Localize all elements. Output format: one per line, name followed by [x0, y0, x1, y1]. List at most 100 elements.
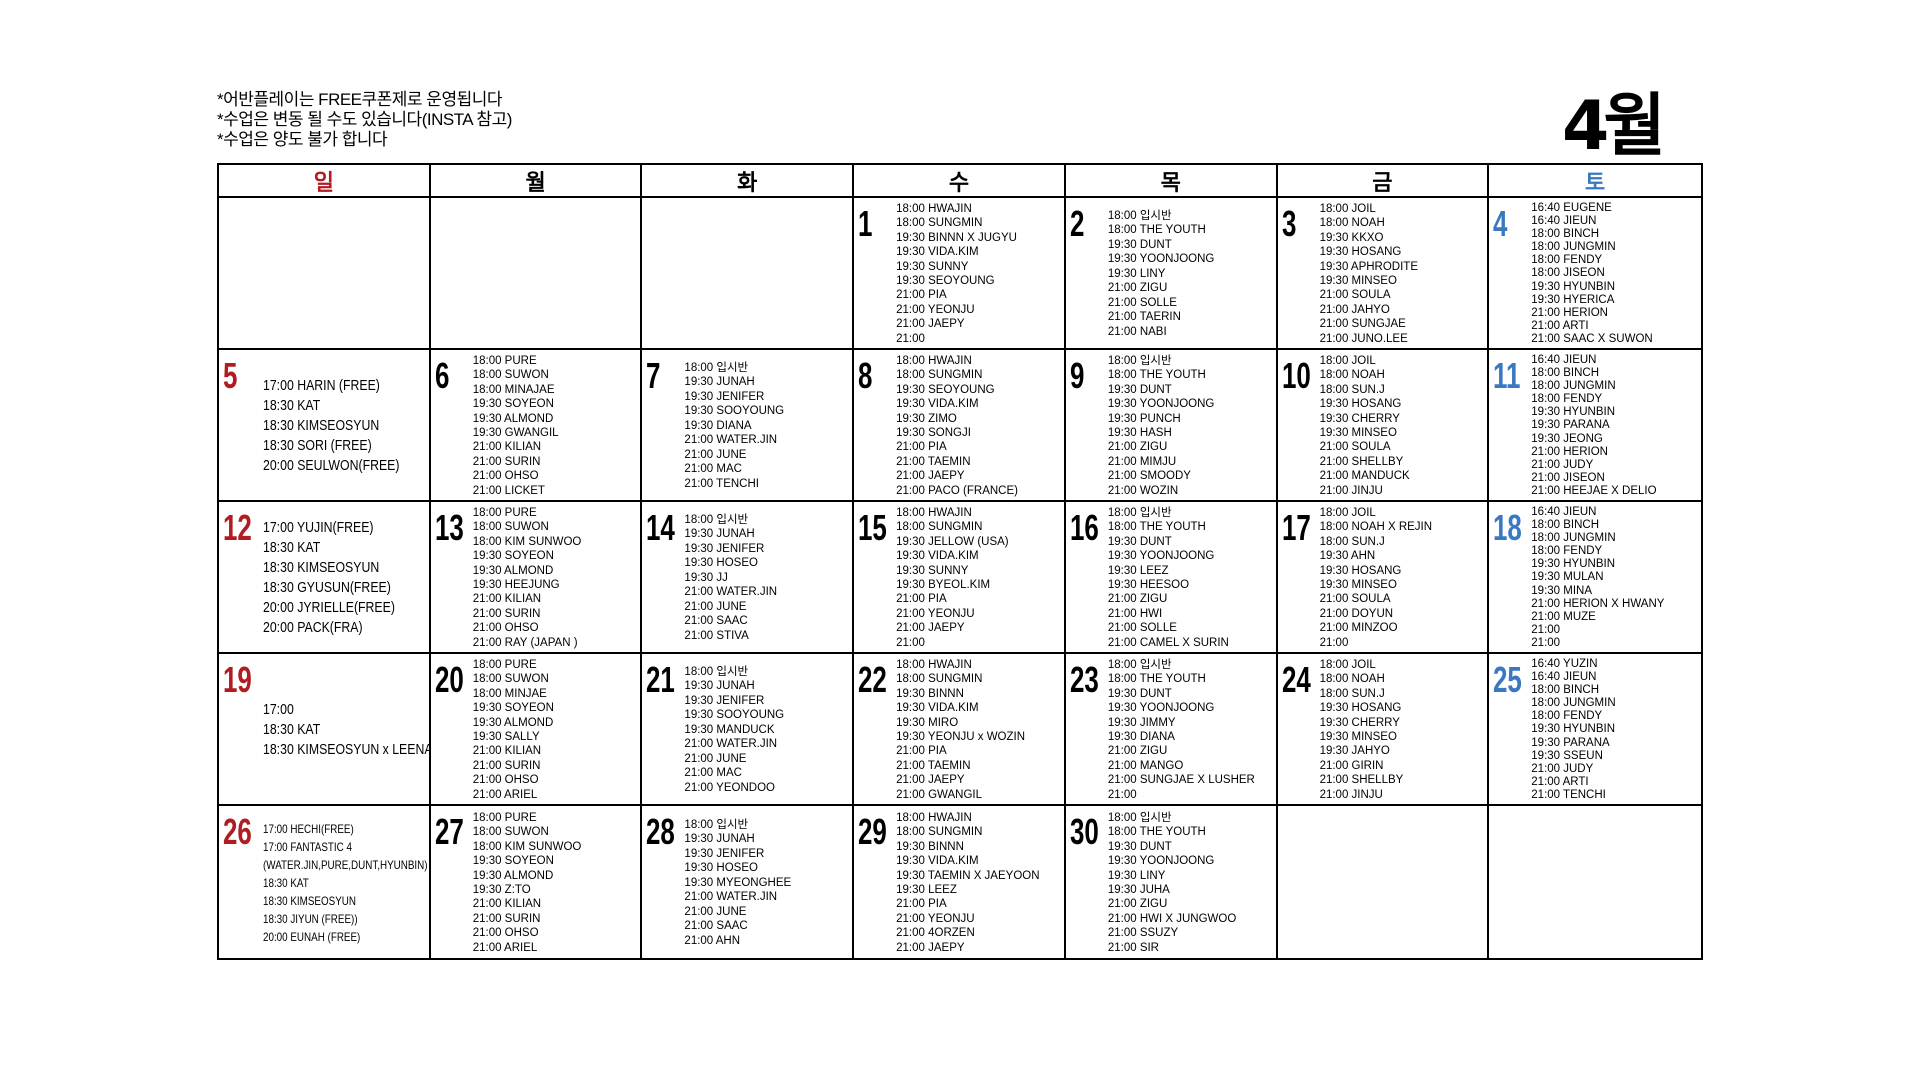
class-entry: 21:00 JAEPY: [896, 941, 965, 954]
day-cell: 17 18:00 JOIL 18:00 NOAH X REJIN 18:00 SUN.…: [1277, 502, 1490, 654]
class-entry: 19:30 ZIMO: [896, 412, 957, 425]
day-cell: 14 18:00 입시반 19:30 JUNAH 19:30 JENIFER 19:30…: [642, 502, 855, 654]
class-entry: 19:30 ALMOND: [472, 564, 554, 577]
class-entry: 21:00 ZIGU: [1107, 593, 1168, 606]
class-entry: 21:00 JAEPY: [896, 774, 965, 787]
day-number: 3: [1281, 203, 1296, 244]
day-cell: 29 18:00 HWAJIN 18:00 SUNGMIN 19:30 BINNN 19…: [854, 806, 1066, 958]
class-entry: 19:30 DIANA: [684, 419, 752, 432]
class-entry: 19:30 MIRO: [896, 716, 959, 729]
class-entry: 18:00 NOAH: [1319, 369, 1385, 382]
class-entry: 18:00 입시반: [684, 513, 749, 526]
class-entry: 18:00 SUNGMIN: [896, 673, 983, 686]
class-entry: 17:00: [263, 701, 294, 718]
class-entry: 21:00 GWANGIL: [896, 788, 982, 801]
class-entry: 19:30 YOONJOONG: [1107, 702, 1215, 715]
class-entry: 21:00 SOULA: [1319, 289, 1391, 302]
class-entry: 21:00 PIA: [896, 745, 947, 758]
class-entry: 18:00 JUNGMIN: [1531, 380, 1616, 393]
class-entry: 19:30 LEEZ: [896, 884, 957, 896]
day-cell: [219, 198, 431, 350]
class-entry: 21:00 WATER.JIN: [684, 738, 778, 751]
class-entry: 21:00: [896, 332, 925, 345]
class-entry: 21:00 JAHYO: [1319, 303, 1390, 316]
class-entry: 21:00 WATER.JIN: [684, 434, 778, 447]
day-cell: 7 18:00 입시반 19:30 JUNAH 19:30 JENIFER 19:30 …: [642, 350, 855, 502]
day-number: 19: [223, 659, 252, 700]
entries: 18:00 입시반 19:30 JUNAH 19:30 JENIFER 19:30 S…: [684, 354, 850, 498]
class-entry: 19:30 PUNCH: [1107, 412, 1181, 425]
class-entry: 16:40 JIEUN: [1531, 671, 1597, 684]
class-entry: 21:00 ZIGU: [1107, 745, 1168, 758]
day-number: 9: [1069, 355, 1085, 396]
class-entry: 21:00 DOYUN: [1319, 607, 1394, 620]
class-entry: 21:00 SAAC X SUWON: [1531, 332, 1653, 345]
class-entry: 20:00 EUNAH (FREE): [263, 930, 361, 944]
day-number: 1: [858, 203, 873, 244]
class-entry: 18:30 KIMSEOSYUN: [263, 559, 380, 576]
class-entry: 18:00 SUNGMIN: [896, 826, 983, 839]
class-entry: 19:30 CHERRY: [1319, 716, 1400, 729]
class-entry: 18:30 JIYUN (FREE)): [263, 912, 358, 926]
class-entry: 21:00 MAC: [684, 463, 742, 476]
class-entry: 19:30 SOYEON: [472, 398, 554, 411]
class-entry: 19:30 MINSEO: [1319, 275, 1397, 287]
class-entry: 18:00 JOIL: [1319, 354, 1376, 367]
class-entry: 18:30 KAT: [263, 397, 321, 414]
class-entry: 18:00 입시반: [684, 361, 749, 374]
calendar: 일 월 화 수 목 금 토 1 18:00 HWAJIN 18:00 SUNGMIN 19:30 B…: [217, 163, 1703, 960]
class-entry: 18:00 JOIL: [1319, 202, 1376, 215]
note: *수업은 변동 될 수도 있습니다(INSTA 참고): [217, 110, 512, 129]
class-entry: 21:00 ARTI: [1531, 775, 1589, 788]
class-entry: 21:00 JUNE: [684, 905, 747, 918]
class-entry: 18:30 KIMSEOSYUN: [263, 417, 380, 434]
entries: 18:00 PURE 18:00 SUWON 18:00 MINAJAE 19:30 …: [473, 354, 639, 498]
class-entry: 18:00 NOAH X REJIN: [1319, 521, 1433, 534]
day-cell: 28 18:00 입시반 19:30 JUNAH 19:30 JENIFER 19:30…: [642, 806, 855, 958]
class-entry: 18:00 NOAH: [1319, 673, 1385, 686]
day-number: 16: [1069, 507, 1099, 548]
class-entry: 19:30 DUNT: [1107, 840, 1172, 853]
class-entry: 16:40 YUZIN: [1531, 657, 1598, 670]
class-entry: 19:30 SONGJI: [896, 427, 971, 439]
class-entry: 18:30 KAT: [263, 539, 321, 556]
class-entry: 18:00 BINCH: [1531, 228, 1600, 241]
day-number: 8: [858, 355, 873, 396]
class-entry: 19:30 VIDA.KIM: [896, 398, 979, 411]
class-entry: 21:00 4ORZEN: [896, 927, 975, 940]
day-number: 7: [646, 355, 661, 396]
class-entry: 19:30 TAEMIN X JAEYOON: [896, 869, 1040, 882]
class-entry: 21:00 OHSO: [472, 927, 539, 940]
entries: 18:00 입시반 19:30 JUNAH 19:30 JENIFER 19:30 H…: [684, 506, 850, 650]
class-entry: 19:30 HOSANG: [1319, 564, 1402, 577]
class-entry: 18:00 JOIL: [1319, 506, 1376, 519]
class-entry: 21:00 GIRIN: [1319, 759, 1384, 772]
class-entry: 18:00 HWAJIN: [896, 658, 972, 671]
class-entry: 18:00 KIM SUNWOO: [472, 535, 582, 548]
entries: 18:00 PURE 18:00 SUWON 18:00 KIM SUNWOO 19:…: [473, 506, 639, 650]
class-entry: 21:00 SHELLBY: [1319, 455, 1404, 468]
class-entry: 19:30 JENIFER: [684, 694, 765, 707]
class-entry: 19:30 HOSANG: [1319, 702, 1402, 715]
class-entry: 19:30 MINSEO: [1319, 731, 1397, 743]
class-entry: 19:30 HYUNBIN: [1531, 723, 1616, 736]
class-entry: 19:30 SOYEON: [472, 855, 554, 868]
class-entry: 21:00 JAEPY: [896, 622, 965, 635]
class-entry: 21:00 JAEPY: [896, 318, 965, 331]
day-number: 24: [1281, 659, 1311, 700]
class-entry: 21:00 JUNE: [684, 752, 747, 765]
class-entry: 21:00 ARIEL: [472, 941, 538, 954]
class-entry: 21:00 SURIN: [472, 912, 541, 925]
class-entry: (WATER.JIN,PURE,DUNT,HYUNBIN): [263, 858, 428, 872]
class-entry: 16:40 JIEUN: [1531, 505, 1597, 518]
entries: 18:00 입시반 19:30 JUNAH 19:30 JENIFER 19:30 H…: [684, 810, 850, 956]
class-entry: 18:00 HWAJIN: [896, 506, 972, 519]
class-entry: 21:00 MANGO: [1107, 759, 1184, 772]
class-entry: 18:00 SUWON: [472, 673, 549, 686]
weekday-header: 수: [854, 165, 1066, 198]
class-entry: 21:00 OHSO: [472, 774, 539, 787]
day-number: 2: [1069, 203, 1085, 244]
class-entry: 21:00 ZIGU: [1107, 282, 1168, 295]
class-entry: 19:30 JUNAH: [684, 376, 755, 389]
